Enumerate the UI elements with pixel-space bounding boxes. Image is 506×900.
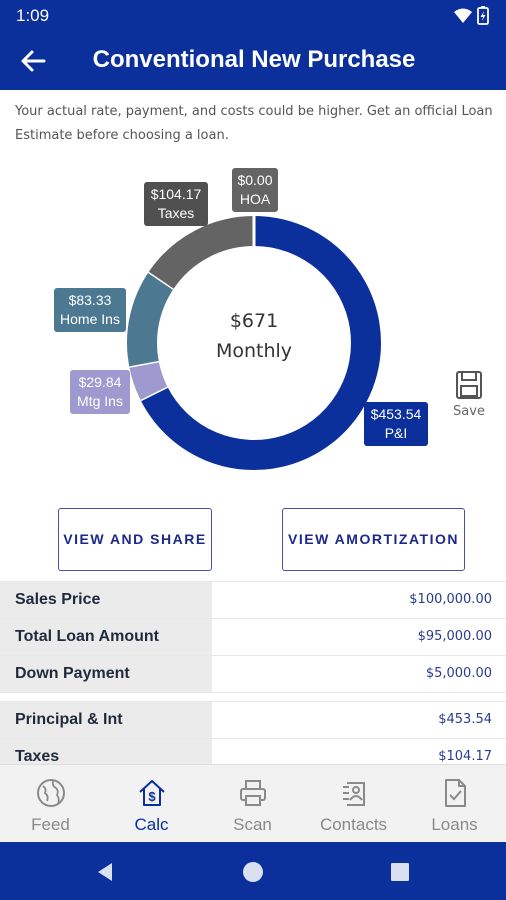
donut-slice-p-i [140, 216, 381, 470]
slice-tag-name: Taxes [157, 205, 195, 221]
row-label: Down Payment [0, 656, 212, 692]
nav-item-calc[interactable]: $ Calc [101, 765, 202, 843]
slice-tag-value: $453.54 [370, 406, 422, 422]
row-value: $104.17 [438, 749, 492, 764]
row-label: Sales Price [0, 582, 212, 618]
nav-label: Scan [233, 815, 272, 834]
table-row: Total Loan Amount $95,000.00 [0, 619, 506, 656]
save-button[interactable]: Save [446, 370, 492, 424]
donut-slice-divider [147, 270, 175, 290]
slice-tag-home-ins: $83.33 Home Ins [54, 288, 126, 332]
slice-tag-value: $83.33 [68, 292, 112, 308]
donut-slice-mtg-ins [129, 360, 168, 400]
app-bar: Conventional New Purchase [0, 32, 506, 90]
bottom-nav: Feed $ Calc Scan Contacts Loans [0, 764, 506, 842]
back-arrow-icon[interactable] [18, 46, 50, 76]
nav-label: Calc [134, 815, 169, 834]
slice-tag-name: P&I [384, 425, 408, 441]
nav-label: Contacts [319, 815, 388, 834]
system-back-icon[interactable] [92, 858, 120, 886]
system-home-icon[interactable] [239, 858, 267, 886]
nav-label: Loans [431, 815, 478, 834]
contacts-icon [343, 782, 365, 806]
loan-summary-table: Sales Price $100,000.00 Total Loan Amoun… [0, 581, 506, 693]
donut-slice-taxes [148, 216, 255, 289]
nav-item-scan[interactable]: Scan [202, 765, 303, 843]
view-amortization-button[interactable]: VIEW AMORTIZATION [282, 508, 465, 571]
chart-center-label: Monthly [215, 340, 293, 362]
payment-donut-chart: $671 Monthly $0.00 HOA $104.17 Taxes $83… [0, 160, 506, 490]
house-dollar-icon: $ [139, 780, 165, 806]
system-nav-bar [0, 842, 506, 900]
table-row: Sales Price $100,000.00 [0, 582, 506, 619]
view-and-share-button[interactable]: VIEW AND SHARE [58, 508, 212, 571]
row-value: $100,000.00 [409, 592, 492, 607]
status-time: 1:09 [16, 6, 50, 25]
floppy-disk-icon [456, 371, 482, 399]
save-label: Save [453, 404, 485, 419]
slice-tag-name: HOA [239, 191, 271, 207]
row-value: $95,000.00 [417, 629, 492, 644]
nav-item-feed[interactable]: Feed [0, 765, 101, 843]
wifi-battery-icon [454, 6, 489, 25]
slice-tag-value: $0.00 [237, 172, 273, 188]
page-title: Conventional New Purchase [92, 46, 416, 73]
chart-center-amount: $671 [229, 310, 279, 332]
nav-item-contacts[interactable]: Contacts [303, 765, 404, 843]
nav-item-loans[interactable]: Loans [404, 765, 505, 843]
row-label: Total Loan Amount [0, 619, 212, 655]
slice-tag-hoa: $0.00 HOA [232, 168, 278, 212]
row-label: Principal & Int [0, 702, 212, 738]
slice-tag-mtg-ins: $29.84 Mtg Ins [70, 370, 130, 414]
table-row: Down Payment $5,000.00 [0, 656, 506, 693]
svg-text:$: $ [148, 789, 156, 804]
globe-icon [37, 779, 65, 807]
slice-tag-value: $29.84 [78, 374, 122, 390]
slice-tag-taxes: $104.17 Taxes [144, 182, 208, 226]
table-row: Principal & Int $453.54 [0, 702, 506, 739]
row-value: $453.54 [438, 712, 492, 727]
donut-slice-home-ins [127, 271, 174, 367]
nav-label: Feed [31, 815, 70, 834]
donut-svg [127, 216, 381, 470]
slice-tag-name: Mtg Ins [77, 393, 123, 409]
document-check-icon [445, 779, 466, 807]
system-recents-icon[interactable] [386, 858, 414, 886]
printer-icon [240, 780, 266, 806]
row-value: $5,000.00 [425, 666, 492, 681]
status-bar: 1:09 [0, 0, 506, 32]
disclaimer-text: Your actual rate, payment, and costs cou… [15, 104, 493, 143]
slice-tag-value: $104.17 [150, 186, 202, 202]
slice-tag-pi: $453.54 P&I [364, 402, 428, 446]
slice-tag-name: Home Ins [60, 311, 120, 327]
